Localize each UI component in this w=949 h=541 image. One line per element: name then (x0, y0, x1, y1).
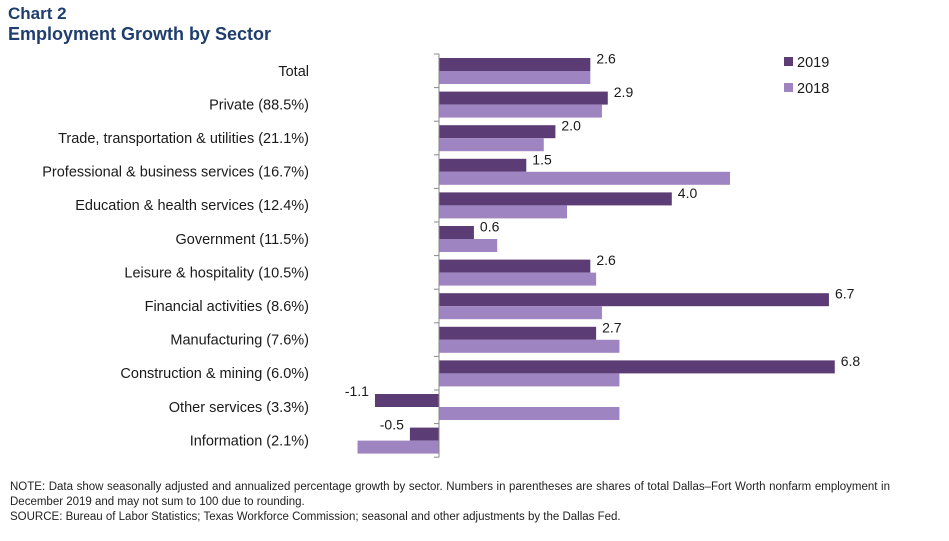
bar-2019 (439, 360, 835, 374)
category-label: Private (88.5%) (209, 97, 309, 113)
bar-2019 (439, 293, 829, 307)
category-label: Trade, transportation & utilities (21.1%… (58, 131, 309, 147)
bar-2019 (439, 259, 591, 273)
data-label: 2.9 (614, 84, 634, 100)
bars (357, 58, 835, 454)
data-label: 2.6 (596, 51, 616, 67)
data-label: 2.7 (602, 319, 622, 335)
axis-ticks (434, 53, 439, 458)
bar-2019 (409, 427, 439, 441)
bar-2018 (439, 306, 602, 320)
bar-2018 (439, 71, 591, 84)
data-label: 6.7 (835, 286, 855, 302)
bar-2018 (439, 407, 620, 420)
bar-2018 (439, 339, 620, 353)
bar-2018 (439, 138, 544, 152)
category-label: Professional & business services (16.7%) (42, 165, 309, 181)
category-label: Total (278, 64, 309, 80)
category-label: Education & health services (12.4%) (75, 198, 309, 214)
bar-2019 (374, 394, 439, 407)
data-labels: 2.6 2.9 2.0 1.5 4.0 0.6 2.6 6.7 2.7 6.8 -1.1 -0.5 (345, 51, 861, 433)
category-labels: Total Private (88.5%) Trade, transportatio… (42, 64, 309, 450)
data-label: -1.1 (345, 383, 369, 399)
bar-2018 (439, 272, 597, 286)
legend-label: 2018 (797, 81, 829, 97)
bar-2018 (439, 373, 620, 387)
category-label: Information (2.1%) (190, 433, 309, 449)
data-label: -0.5 (380, 417, 404, 433)
data-label: 2.6 (596, 252, 616, 268)
chart-number: Chart 2 (8, 4, 67, 23)
bar-2019 (439, 326, 597, 340)
data-label: 0.6 (480, 219, 500, 235)
bar-2018 (439, 104, 602, 118)
bar-2018 (439, 205, 568, 219)
chart-title: Employment Growth by Sector (8, 24, 272, 44)
category-label: Financial activities (8.6%) (145, 299, 309, 315)
legend-label: 2019 (797, 55, 829, 71)
legend-swatch (784, 83, 793, 92)
bar-2018 (439, 171, 730, 185)
bar-2018 (357, 440, 439, 454)
legend-swatch (784, 57, 793, 66)
data-label: 6.8 (841, 353, 861, 369)
bar-2019 (439, 158, 527, 172)
notes: NOTE: Data show seasonally adjusted and … (10, 480, 890, 525)
bar-2019 (439, 58, 591, 71)
bar-2019 (439, 91, 608, 105)
bar-2019 (439, 192, 672, 206)
title-block: Chart 2 Employment Growth by Sector (8, 3, 271, 44)
bar-2019 (439, 226, 474, 239)
legend: 2019 2018 (784, 55, 829, 97)
category-label: Manufacturing (7.6%) (170, 333, 309, 349)
bar-2018 (439, 239, 498, 252)
category-label: Other services (3.3%) (169, 400, 309, 416)
source-text: SOURCE: Bureau of Labor Statistics; Texa… (10, 511, 621, 523)
data-label: 2.0 (561, 118, 581, 134)
category-label: Leisure & hospitality (10.5%) (124, 265, 309, 281)
category-label: Construction & mining (6.0%) (120, 366, 309, 382)
data-label: 1.5 (532, 151, 552, 167)
data-label: 4.0 (678, 185, 698, 201)
category-label: Government (11.5%) (175, 232, 309, 248)
note-text: NOTE: Data show seasonally adjusted and … (10, 481, 890, 508)
bar-2019 (439, 125, 556, 139)
bar-chart: Total Private (88.5%) Trade, transportatio… (42, 51, 861, 458)
